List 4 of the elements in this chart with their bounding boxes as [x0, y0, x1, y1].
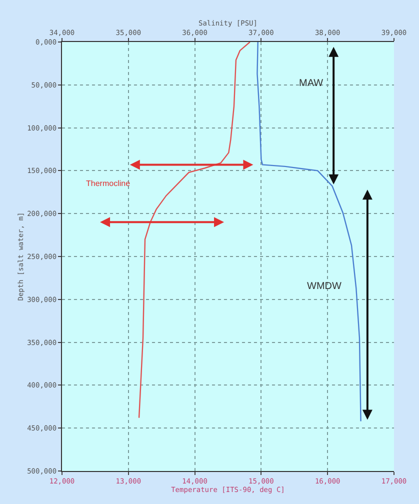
line-series — [138, 42, 251, 418]
annotation: MAW — [299, 78, 324, 89]
annotation: WMDW — [307, 281, 342, 292]
annotation: Thermocline — [86, 179, 131, 188]
